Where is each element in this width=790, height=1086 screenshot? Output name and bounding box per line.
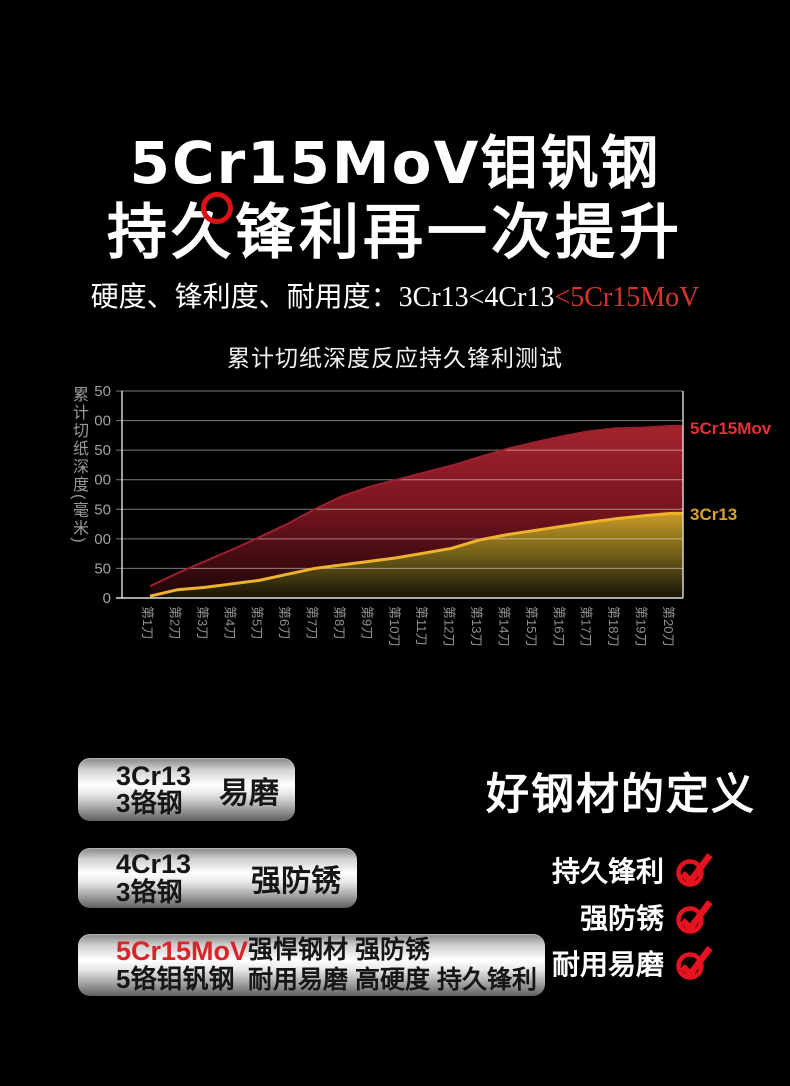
check-icon [676, 900, 713, 934]
svg-text:第4刀: 第4刀 [222, 606, 237, 639]
svg-text:第6刀: 第6刀 [277, 606, 292, 639]
badge-code: 5Cr15MoV [116, 936, 249, 967]
badge-5cr15mov-id: 5Cr15MoV 5铬钼钒钢 [116, 937, 248, 993]
definition-item-sharpness: 持久锋利 [552, 850, 714, 890]
badge-trait: 易磨 [219, 776, 279, 810]
badge-trait-line2: 耐用易磨 高硬度 持久锋利 [248, 966, 537, 994]
definition-item-rustproof: 强防锈 [580, 897, 714, 937]
svg-text:350: 350 [95, 383, 111, 400]
svg-text:200: 200 [95, 472, 111, 489]
svg-text:第5刀: 第5刀 [250, 606, 265, 639]
svg-text:第3刀: 第3刀 [195, 606, 210, 639]
svg-text:150: 150 [95, 501, 111, 518]
svg-text:第10刀: 第10刀 [387, 606, 402, 646]
definition-heading: 好钢材的定义 [486, 770, 756, 820]
definition-label: 强防锈 [579, 903, 664, 934]
hardness-comparison-line: 硬度、锋利度、耐用度：3Cr13<4Cr13<5Cr15MoV [0, 275, 790, 315]
definition-label: 耐用易磨 [551, 949, 664, 980]
svg-text:第7刀: 第7刀 [305, 606, 320, 639]
badge-3cr13-id: 3Cr13 3铬钢 [116, 760, 192, 819]
svg-text:第15刀: 第15刀 [524, 606, 539, 646]
svg-text:第17刀: 第17刀 [579, 606, 594, 646]
check-icon [676, 853, 713, 887]
svg-text:第11刀: 第11刀 [414, 606, 429, 646]
badge-4cr13: 4Cr13 3铬钢 强防锈 [78, 848, 357, 908]
chart-title: 累计切纸深度反应持久锋利测试 [227, 345, 563, 371]
svg-text:0: 0 [103, 590, 111, 607]
svg-text:第2刀: 第2刀 [167, 606, 182, 639]
badge-code: 4Cr13 [116, 849, 192, 880]
svg-text:250: 250 [95, 442, 111, 459]
badge-3cr13: 3Cr13 3铬钢 易磨 [78, 758, 295, 821]
poster-title-line1: 5Cr15MoV钼钒钢 [129, 129, 661, 197]
legend-3cr13: 3Cr13 [690, 505, 738, 524]
svg-text:第8刀: 第8刀 [332, 606, 347, 639]
cut-depth-area-chart: 050100150200250300350第1刀第2刀第3刀第4刀第5刀第6刀第… [86, 380, 700, 665]
legend-5cr15mov: 5Cr15Mov [690, 419, 772, 438]
badge-name: 3铬钢 [116, 788, 183, 819]
check-icon [676, 946, 713, 980]
svg-text:100: 100 [95, 531, 111, 548]
svg-text:第9刀: 第9刀 [359, 606, 374, 639]
svg-text:第1刀: 第1刀 [140, 606, 155, 639]
chart-y-axis-label: 累计切纸深度(毫米) [70, 386, 87, 545]
definition-label: 持久锋利 [551, 856, 664, 887]
svg-text:第12刀: 第12刀 [442, 606, 457, 646]
svg-text:第13刀: 第13刀 [469, 606, 484, 646]
definition-item-durable: 耐用易磨 [552, 943, 714, 983]
poster-title-line2: 持久锋利再一次提升 [107, 198, 683, 268]
svg-text:300: 300 [95, 413, 111, 430]
svg-text:第20刀: 第20刀 [661, 606, 676, 646]
comparison-highlight: <5Cr15MoV [554, 282, 700, 313]
svg-text:第14刀: 第14刀 [496, 606, 511, 646]
badge-4cr13-id: 4Cr13 3铬钢 [116, 850, 191, 906]
badge-name: 3铬钢 [116, 876, 183, 907]
svg-text:第18刀: 第18刀 [606, 606, 621, 646]
badge-trait: 强防锈 [251, 865, 341, 898]
svg-text:50: 50 [95, 560, 111, 577]
title-accent-ring-icon [201, 192, 233, 224]
comparison-text: 硬度、锋利度、耐用度：3Cr13<4Cr13 [90, 282, 555, 313]
svg-text:第16刀: 第16刀 [551, 606, 566, 646]
badge-name: 5铬钼钒钢 [116, 963, 235, 994]
svg-text:第19刀: 第19刀 [634, 606, 649, 646]
badge-trait-line1: 强悍钢材 强防锈 [248, 936, 430, 964]
badge-5cr15mov: 5Cr15MoV 5铬钼钒钢 强悍钢材 强防锈 耐用易磨 高硬度 持久锋利 [78, 934, 545, 996]
badge-traits: 强悍钢材 强防锈 耐用易磨 高硬度 持久锋利 [248, 935, 537, 995]
badge-code: 3Cr13 [116, 760, 192, 791]
